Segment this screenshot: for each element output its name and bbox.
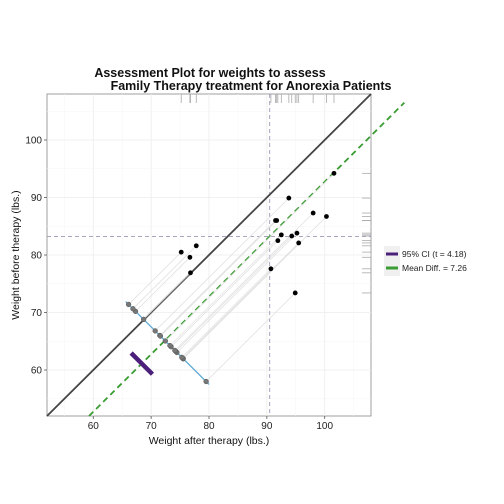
- data-point: [268, 266, 274, 272]
- projection-segment: [182, 242, 299, 359]
- projection-segment: [135, 257, 191, 312]
- y-axis-title: Weight before therapy (lbs.): [10, 190, 22, 319]
- legend-box: [384, 246, 400, 276]
- projected-point: [157, 333, 164, 339]
- data-point: [324, 214, 329, 219]
- projection-segment: [160, 220, 277, 337]
- y-tick-label: 70: [31, 308, 43, 319]
- x-tick-label: 80: [203, 421, 215, 432]
- x-tick-label: 60: [88, 421, 100, 432]
- x-axis-title: Weight after therapy (lbs.): [149, 435, 270, 447]
- projected-point: [167, 342, 173, 349]
- projection-segment: [181, 268, 272, 358]
- projection-segment: [169, 234, 282, 346]
- chart-title-line2: Family Therapy treatment for Anorexia Pa…: [111, 79, 392, 93]
- projection-segment: [183, 216, 327, 360]
- y-tick-label: 90: [31, 193, 43, 204]
- data-point: [188, 270, 193, 276]
- projected-point: [152, 328, 158, 334]
- data-point: [187, 254, 193, 260]
- data-point: [294, 230, 300, 236]
- data-point: [296, 240, 302, 246]
- y-tick-label: 80: [31, 251, 43, 262]
- projection-segment: [159, 220, 276, 336]
- x-tick-label: 90: [261, 421, 273, 432]
- legend-label-mean-diff: Mean Diff. = 7.26: [402, 263, 467, 273]
- confidence-interval-bar: [129, 351, 155, 376]
- projection-segment: [205, 292, 296, 382]
- axis-ticks: 60 70 80 90 100 60 70 80 90 100: [25, 136, 333, 433]
- x-tick-label: 100: [316, 421, 333, 432]
- projection-segment: [128, 251, 182, 305]
- projection-segment: [170, 240, 279, 347]
- x-tick-label: 70: [146, 421, 158, 432]
- data-point: [178, 249, 184, 255]
- rug-marks: [180, 94, 371, 294]
- projection-segment: [175, 235, 292, 352]
- projected-point: [140, 316, 147, 323]
- legend: 95% CI (t = 4.18) Mean Diff. = 7.26: [384, 246, 467, 276]
- y-tick-label: 100: [25, 136, 42, 147]
- data-point: [275, 238, 281, 244]
- legend-label-ci: 95% CI (t = 4.18): [402, 249, 467, 259]
- data-point: [310, 210, 316, 216]
- grid: [47, 94, 371, 416]
- projected-point: [125, 301, 132, 308]
- identity-line: [46, 93, 372, 417]
- data-points: [178, 170, 337, 296]
- projection-segment: [154, 197, 290, 332]
- data-point: [278, 232, 284, 238]
- data-point: [286, 195, 292, 201]
- data-point: [274, 218, 280, 223]
- projection-lines: [125, 173, 335, 385]
- projected-point: [179, 354, 185, 361]
- projection-segment: [176, 232, 298, 353]
- projected-point: [130, 306, 136, 312]
- chart-title-line1: Assessment Plot for weights to assess: [94, 66, 325, 80]
- data-point: [193, 243, 199, 249]
- data-point: [289, 233, 295, 239]
- projection-segment: [132, 245, 197, 310]
- projection-segment: [143, 272, 191, 320]
- projected-point: [203, 378, 209, 385]
- data-point: [331, 170, 337, 176]
- projection-axis-line: [125, 301, 210, 385]
- data-point: [292, 290, 298, 296]
- y-tick-label: 60: [31, 366, 43, 377]
- projected-point: [172, 347, 178, 354]
- projected-point: [162, 338, 168, 344]
- projection-segment: [165, 173, 335, 342]
